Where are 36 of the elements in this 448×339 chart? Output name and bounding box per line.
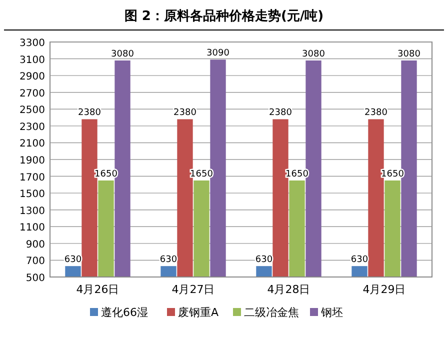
data-label: 3090 (206, 48, 230, 59)
data-label: 630 (350, 255, 368, 266)
y-tick-label: 2500 (20, 105, 45, 116)
data-label: 630 (255, 255, 273, 266)
y-tick-label: 1300 (20, 206, 45, 217)
legend-label: 废钢重A (178, 306, 219, 319)
x-tick-label: 4月26日 (76, 283, 120, 296)
y-tick-label: 700 (26, 256, 45, 268)
chart-title: 图 2：原料各品种价格走势(元/吨) (124, 8, 324, 24)
x-tick-label: 4月28日 (267, 283, 310, 296)
y-tick-label: 2100 (20, 138, 45, 150)
x-tick-label: 4月27日 (172, 283, 215, 296)
y-tick-label: 1900 (20, 156, 45, 166)
data-label: 2380 (364, 108, 388, 118)
legend-label: 二级冶金焦 (244, 306, 299, 319)
data-label: 2380 (78, 108, 102, 118)
y-tick-label: 2300 (20, 122, 45, 133)
y-tick-label: 3100 (20, 54, 45, 66)
y-tick-label: 900 (26, 239, 45, 250)
data-label: 3080 (398, 49, 421, 60)
data-label: 630 (64, 255, 82, 266)
y-tick-label: 1100 (20, 222, 45, 234)
y-tick-label: 1500 (20, 189, 45, 200)
y-tick-label: 3300 (20, 38, 45, 49)
y-tick-label: 2700 (20, 88, 45, 100)
legend-label: 遵化66湿 (101, 306, 148, 319)
legend-label: 钢坯 (320, 306, 343, 319)
data-label: 630 (160, 255, 178, 266)
x-tick-label: 4月29日 (362, 283, 406, 296)
data-label: 2380 (269, 108, 292, 118)
y-tick-label: 500 (26, 273, 45, 284)
data-label: 3080 (302, 49, 326, 60)
data-label: 3080 (111, 49, 134, 60)
data-label: 2380 (174, 108, 197, 118)
y-tick-label: 2900 (20, 72, 45, 83)
y-tick-label: 1700 (20, 172, 45, 184)
